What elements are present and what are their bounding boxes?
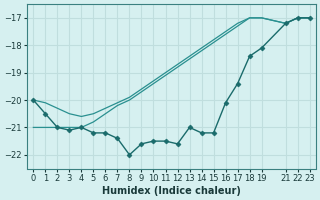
X-axis label: Humidex (Indice chaleur): Humidex (Indice chaleur) [102, 186, 241, 196]
